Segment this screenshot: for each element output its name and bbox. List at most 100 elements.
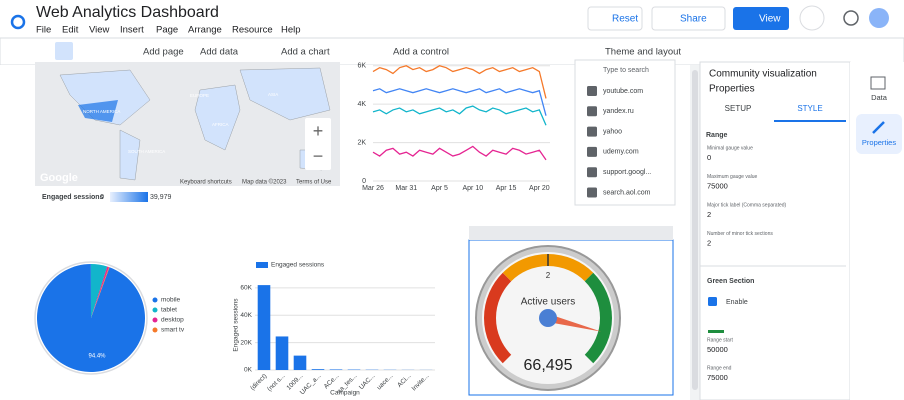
y-tick-label: 2K xyxy=(357,139,366,146)
menu-item[interactable]: Insert xyxy=(120,25,144,36)
checkbox[interactable] xyxy=(587,86,597,96)
help-icon[interactable] xyxy=(843,10,859,26)
rail-active xyxy=(856,114,902,154)
bar xyxy=(257,285,271,370)
doc-title[interactable]: Web Analytics Dashboard xyxy=(36,4,219,21)
field-value[interactable]: 2 xyxy=(707,238,711,247)
field-value[interactable]: 75000 xyxy=(707,181,728,190)
legend-swatch xyxy=(152,317,158,323)
gauge-value: 66,495 xyxy=(524,357,573,374)
line xyxy=(372,105,547,126)
logo[interactable] xyxy=(10,14,26,30)
legend-max: 39,979 xyxy=(150,194,172,201)
legend-swatch xyxy=(152,307,158,313)
reset-label[interactable]: Reset xyxy=(612,14,638,25)
checkbox[interactable] xyxy=(587,146,597,157)
share-label[interactable]: Share xyxy=(680,14,707,25)
pie-slice xyxy=(90,264,108,318)
x-tick-label: Apr 10 xyxy=(462,185,483,192)
toolbar-item[interactable]: Add page xyxy=(143,47,184,58)
menu-item[interactable]: Resource xyxy=(232,25,273,36)
avatar[interactable] xyxy=(869,8,889,28)
checkbox[interactable] xyxy=(587,167,597,178)
filter-item[interactable]: yahoo xyxy=(603,128,622,135)
color-swatch[interactable] xyxy=(708,330,724,333)
field-value[interactable]: 0 xyxy=(707,153,711,162)
menu-item[interactable]: File xyxy=(36,25,51,36)
filter-search: Type to search xyxy=(603,67,649,74)
checkbox[interactable] xyxy=(587,187,597,198)
legend-swatch xyxy=(152,297,158,303)
x-tick-label: Apr 15 xyxy=(496,185,517,192)
line xyxy=(372,65,547,99)
checkbox[interactable] xyxy=(587,106,597,117)
line xyxy=(372,88,547,116)
gauge-section xyxy=(484,272,512,364)
checkbox[interactable] xyxy=(708,297,717,306)
filter-item[interactable]: udemy.com xyxy=(603,149,639,156)
zoom-out[interactable]: − xyxy=(313,146,324,166)
rail-item[interactable]: Properties xyxy=(862,138,896,147)
field-value[interactable]: 75000 xyxy=(707,373,728,382)
field-label: Range end xyxy=(707,365,732,371)
view-label[interactable]: View xyxy=(759,14,781,25)
reset-button[interactable] xyxy=(587,6,643,31)
properties-panel xyxy=(699,61,851,400)
properties-icon[interactable] xyxy=(872,121,885,134)
map-label: EUROPE xyxy=(190,93,209,98)
legend-label: smart tv xyxy=(161,327,185,334)
scroll-thumb[interactable] xyxy=(692,70,698,390)
share-button[interactable] xyxy=(651,6,726,31)
menu-item[interactable]: Edit xyxy=(62,25,79,36)
more-button[interactable] xyxy=(799,5,825,31)
field-label: Maximum gauge value xyxy=(707,174,758,180)
view-button[interactable] xyxy=(733,7,789,30)
toolbar-item[interactable]: Add data xyxy=(200,47,239,58)
y-tick-label: 0 xyxy=(362,178,366,185)
x-tick-label: Apr 20 xyxy=(529,185,550,192)
bar xyxy=(293,355,307,370)
toolbar-item[interactable]: Add a chart xyxy=(281,47,330,58)
bar xyxy=(329,369,343,370)
bar xyxy=(311,369,325,370)
y-tick-label: 4K xyxy=(357,101,366,108)
tab[interactable]: SETUP xyxy=(725,104,752,113)
menu-item[interactable]: Help xyxy=(281,25,301,36)
map-logo: Google xyxy=(40,172,78,184)
menu-item[interactable]: Arrange xyxy=(188,25,222,36)
toolbar-item[interactable]: Theme and layout xyxy=(605,47,681,58)
zoom-control[interactable] xyxy=(305,118,331,170)
line xyxy=(372,145,547,161)
filter-item[interactable]: youtube.com xyxy=(603,88,643,95)
field-value[interactable]: 50000 xyxy=(707,345,728,354)
x-axis-label: Campaign xyxy=(330,390,360,397)
rail xyxy=(850,62,904,400)
x-tick-label: Mar 31 xyxy=(395,185,417,192)
zoom-in[interactable]: + xyxy=(313,121,324,141)
map-legend-gradient xyxy=(110,192,148,202)
y-tick-label: 20K xyxy=(240,339,252,346)
y-tick-label: 40K xyxy=(240,312,252,319)
field-label: Major tick label (Comma separated) xyxy=(707,202,787,208)
filter-item[interactable]: support.googl... xyxy=(603,169,651,176)
y-tick-label: 0K xyxy=(244,367,253,374)
map-attribution: Keyboard shortcuts xyxy=(180,180,232,186)
tab[interactable]: STYLE xyxy=(797,104,822,113)
x-tick-label: Apr 5 xyxy=(431,185,448,192)
rail-item[interactable]: Data xyxy=(871,93,888,102)
legend-min: 0 xyxy=(100,194,104,201)
field-value[interactable]: 2 xyxy=(707,210,711,219)
checkbox[interactable] xyxy=(587,126,597,137)
menu-item[interactable]: Page xyxy=(156,25,178,36)
filter-item[interactable]: yandex.ru xyxy=(603,108,634,115)
toolbar-item[interactable]: Add a control xyxy=(393,47,449,58)
filter-item[interactable]: search.aol.com xyxy=(603,189,651,196)
menu-item[interactable]: View xyxy=(89,25,110,36)
y-tick-label: 60K xyxy=(240,285,252,292)
data-icon[interactable] xyxy=(870,76,886,90)
map-attribution: Map data ©2023 xyxy=(242,179,287,186)
select-tool[interactable] xyxy=(55,42,73,60)
gauge-title: Active users xyxy=(521,297,575,308)
pie-slice xyxy=(91,266,109,318)
